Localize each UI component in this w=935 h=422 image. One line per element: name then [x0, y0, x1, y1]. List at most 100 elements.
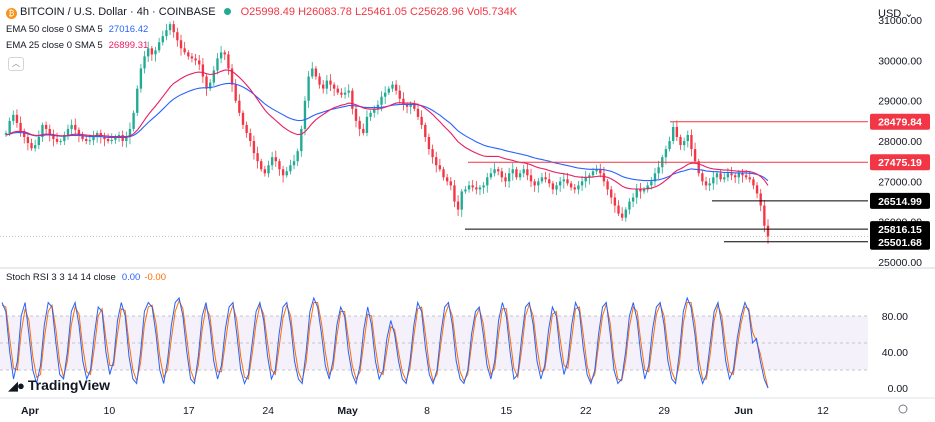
candle — [179, 40, 183, 49]
candle — [85, 139, 88, 142]
time-tick-label: 12 — [817, 405, 829, 417]
time-tick-label: 24 — [262, 405, 274, 417]
candle — [37, 137, 40, 146]
candle — [391, 84, 394, 89]
ema25-legend[interactable]: EMA 25 close 0 SMA 5 26899.31 — [6, 40, 148, 51]
chart-header: ₿ BITCOIN / U.S. Dollar · 4h · COINBASE O2… — [6, 6, 517, 19]
candle — [150, 48, 154, 55]
candle — [263, 169, 267, 174]
time-tick-label: Apr — [21, 405, 39, 417]
candle — [172, 24, 175, 33]
candle — [12, 114, 15, 121]
settings-gear-icon — [898, 404, 908, 414]
time-axis: Apr 10 17 24 May 8 15 22 29 Jun 12 — [21, 404, 908, 417]
candle — [74, 124, 77, 130]
candle — [712, 177, 715, 184]
candle — [551, 183, 555, 190]
stoch-rsi-legend[interactable]: Stoch RSI 3 3 14 14 close 0.00 -0.00 — [6, 272, 166, 283]
candle — [478, 187, 482, 190]
candle — [190, 56, 194, 59]
currency-selector[interactable]: USD ⌄ — [878, 7, 914, 20]
level-label: 25501.68 — [878, 237, 922, 249]
candle — [734, 175, 737, 178]
candle — [708, 183, 711, 186]
candle — [125, 137, 128, 142]
candle — [110, 139, 113, 142]
candle — [296, 151, 299, 162]
candle — [41, 124, 44, 138]
candle — [741, 173, 744, 176]
candle — [59, 141, 62, 143]
candle — [314, 68, 318, 77]
time-tick-label: 29 — [658, 405, 670, 417]
stoch-d-line — [1, 299, 769, 389]
time-tick-label: Jun — [734, 405, 753, 417]
candle — [548, 179, 551, 184]
candle — [533, 181, 536, 186]
candle — [610, 189, 613, 198]
candle — [726, 173, 730, 178]
candle — [424, 124, 427, 138]
candle — [311, 68, 314, 77]
candle — [682, 141, 686, 146]
collapse-legend-icon[interactable]: ︿ — [8, 57, 24, 71]
candle — [704, 181, 708, 186]
candle — [606, 181, 609, 190]
candle — [522, 169, 525, 174]
candle — [467, 185, 471, 190]
candle — [376, 104, 380, 109]
symbol-title[interactable]: BITCOIN / U.S. Dollar · 4h · COINBASE — [20, 6, 216, 18]
candle — [358, 120, 361, 129]
candle — [486, 177, 489, 186]
candle — [580, 181, 584, 186]
candle — [642, 189, 646, 192]
candle — [300, 128, 303, 152]
candle — [154, 50, 157, 55]
candle — [387, 88, 391, 93]
candle — [416, 108, 420, 117]
candle — [292, 161, 296, 166]
candle — [362, 128, 365, 133]
candle — [383, 92, 387, 97]
candle — [278, 161, 281, 170]
candle — [482, 185, 485, 188]
candle — [507, 173, 511, 182]
candle — [456, 201, 460, 210]
ema50-legend[interactable]: EMA 50 close 0 SMA 5 27016.42 — [6, 24, 148, 35]
time-tick-label: 22 — [580, 405, 592, 417]
candle — [435, 157, 438, 166]
candle — [70, 124, 73, 129]
candle — [249, 132, 252, 142]
level-label: 26514.99 — [878, 196, 922, 208]
candle — [77, 129, 81, 135]
candle — [719, 173, 722, 180]
candle — [198, 60, 201, 65]
level-price-tag — [870, 154, 930, 171]
candle — [737, 173, 741, 178]
ema50-line — [5, 82, 769, 182]
candle — [460, 191, 463, 210]
candle — [679, 137, 682, 146]
price-tick-label: 30000.00 — [878, 55, 922, 67]
candle — [664, 149, 668, 158]
candle — [114, 137, 117, 140]
candle — [260, 161, 263, 170]
candle — [219, 52, 223, 59]
candle — [690, 135, 693, 150]
candle — [380, 96, 383, 105]
candle — [686, 135, 689, 142]
candle — [646, 185, 649, 190]
candle — [540, 177, 544, 182]
tradingview-logo[interactable]: ◢● TradingView — [8, 377, 110, 394]
candle — [15, 114, 19, 123]
candle — [402, 98, 405, 105]
candle — [139, 68, 143, 89]
candle — [303, 100, 307, 129]
candle — [464, 189, 467, 192]
candle — [4, 132, 8, 135]
candle — [449, 181, 452, 186]
candle — [241, 112, 245, 125]
candle — [157, 42, 161, 51]
candle — [66, 128, 70, 135]
